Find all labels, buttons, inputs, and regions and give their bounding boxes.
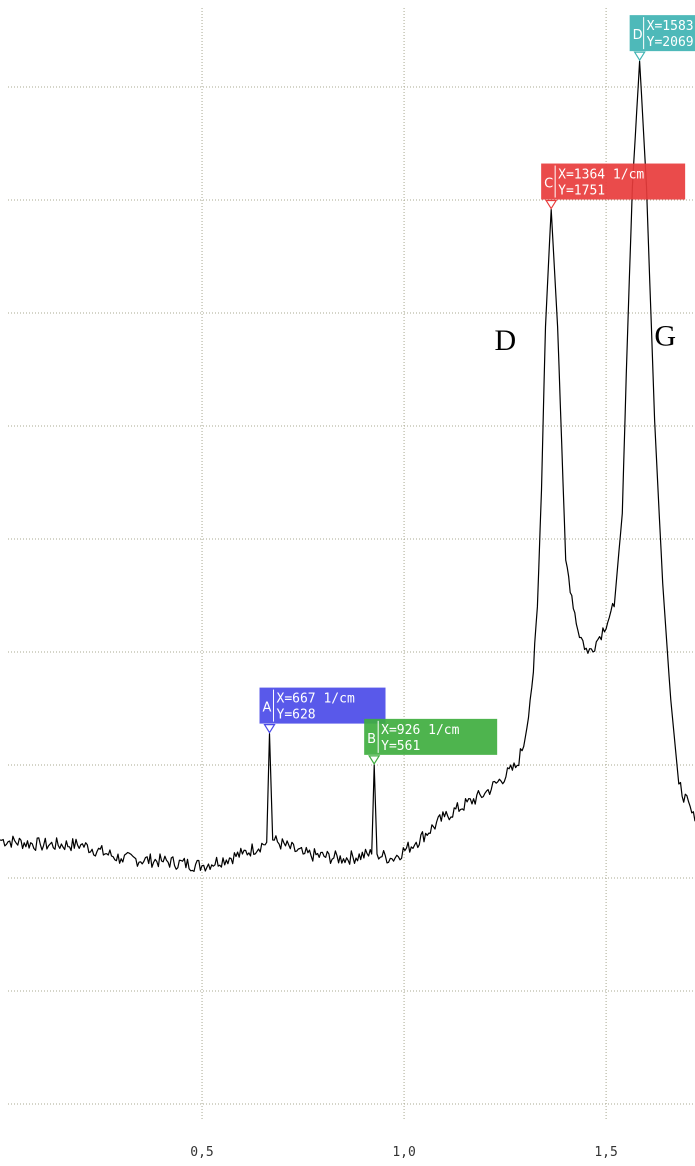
marker-x-readout: X=667 1/cm	[277, 692, 355, 707]
marker-letter: C	[544, 177, 553, 192]
peak-label-g: G	[654, 319, 676, 352]
peak-label-d: D	[495, 324, 517, 357]
marker-triangle-icon	[633, 51, 646, 62]
cursor-marker-a[interactable]: A X=667 1/cmY=628	[259, 687, 386, 734]
grid	[8, 8, 695, 1120]
marker-y-readout: Y=561	[381, 739, 420, 754]
cursor-marker-b[interactable]: B X=926 1/cmY=561	[364, 718, 498, 765]
marker-x-readout: X=1583 1/cm	[647, 19, 695, 34]
series-layer	[0, 60, 695, 872]
marker-x-readout: X=926 1/cm	[381, 723, 459, 738]
marker-letter: B	[367, 732, 376, 747]
marker-x-readout: X=1364 1/cm	[558, 168, 644, 183]
marker-label-box	[364, 718, 498, 755]
x-tick-label: 1,0	[392, 1145, 415, 1160]
marker-label-box	[259, 687, 386, 724]
x-axis-tick-labels: 0,5 1,0 1,5	[190, 1145, 618, 1160]
marker-letter: D	[633, 28, 643, 43]
x-tick-label: 1,5	[594, 1145, 617, 1160]
marker-label-box	[629, 15, 695, 52]
marker-y-readout: Y=1751	[558, 184, 605, 199]
marker-y-readout: Y=2069	[647, 35, 694, 50]
spectrum-series-line	[0, 60, 695, 872]
marker-triangle-icon	[368, 755, 381, 765]
marker-triangle-icon	[545, 199, 558, 210]
marker-triangle-icon	[263, 724, 276, 734]
x-tick-label: 0,5	[190, 1145, 213, 1160]
marker-letter: A	[263, 701, 272, 716]
marker-y-readout: Y=628	[277, 708, 316, 723]
cursor-markers[interactable]: A X=667 1/cmY=628 B X=926 1/cmY=561 C X=1364 …	[259, 15, 695, 765]
marker-label-box	[541, 163, 686, 200]
cursor-marker-c[interactable]: C X=1364 1/cmY=1751	[541, 163, 686, 210]
cursor-marker-d[interactable]: D X=1583 1/cmY=2069	[629, 15, 695, 62]
